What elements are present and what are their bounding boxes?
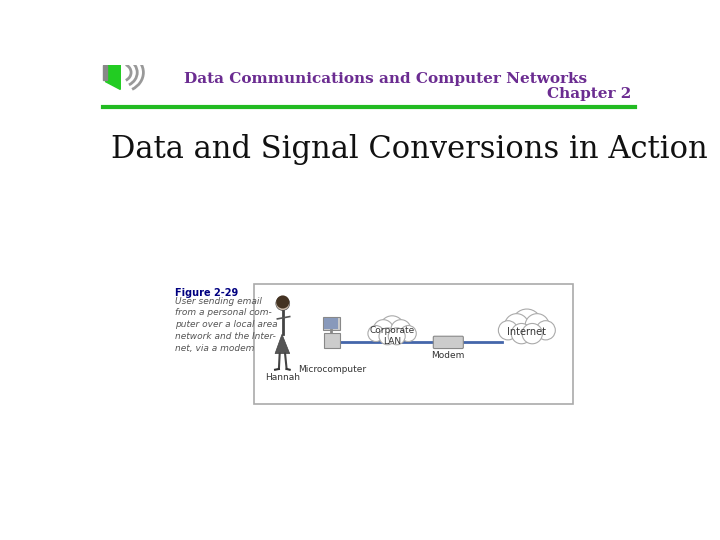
Text: Internet: Internet xyxy=(508,327,546,337)
Circle shape xyxy=(505,314,528,338)
Circle shape xyxy=(388,328,405,345)
FancyBboxPatch shape xyxy=(433,336,464,348)
Circle shape xyxy=(512,309,541,339)
FancyBboxPatch shape xyxy=(324,318,338,329)
Text: Microcomputer: Microcomputer xyxy=(298,365,366,374)
Circle shape xyxy=(379,328,396,345)
Circle shape xyxy=(391,320,411,340)
Text: Data and Signal Conversions in Action: Data and Signal Conversions in Action xyxy=(111,134,708,165)
Text: User sending email
from a personal com-
puter over a local area
network and the : User sending email from a personal com- … xyxy=(175,296,278,353)
Text: Data Communications and Computer Networks: Data Communications and Computer Network… xyxy=(184,72,588,86)
FancyBboxPatch shape xyxy=(324,333,340,348)
Circle shape xyxy=(536,321,555,340)
Circle shape xyxy=(379,316,405,340)
Text: Chapter 2: Chapter 2 xyxy=(546,87,631,101)
Text: Corporate
LAN: Corporate LAN xyxy=(369,326,415,346)
FancyBboxPatch shape xyxy=(323,316,340,330)
Circle shape xyxy=(498,321,518,340)
Circle shape xyxy=(522,323,542,344)
Circle shape xyxy=(525,314,549,338)
Circle shape xyxy=(400,326,416,341)
FancyBboxPatch shape xyxy=(253,284,573,403)
Circle shape xyxy=(368,326,384,341)
Text: Hannah: Hannah xyxy=(265,373,300,382)
Circle shape xyxy=(276,295,289,308)
Text: Modem: Modem xyxy=(431,351,465,360)
Polygon shape xyxy=(106,56,120,90)
Circle shape xyxy=(373,320,393,340)
Circle shape xyxy=(511,323,531,344)
Polygon shape xyxy=(104,65,107,80)
Circle shape xyxy=(276,296,289,310)
Text: Figure 2-29: Figure 2-29 xyxy=(175,288,238,298)
Polygon shape xyxy=(275,334,289,354)
